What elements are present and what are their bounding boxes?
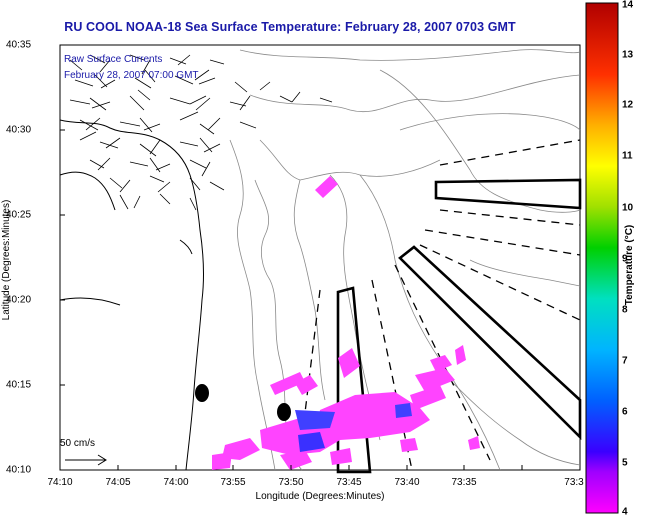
map-frame	[59, 44, 581, 471]
colorbar-tick-label: 13	[622, 49, 634, 61]
x-tick-label: 73:35	[451, 477, 477, 488]
colorbar	[585, 2, 619, 514]
annotation-line-1: Raw Surface Currents	[64, 54, 163, 65]
colorbar-tick-label: 10	[622, 202, 634, 214]
colorbar-tick-label: 5	[622, 457, 628, 469]
bathymetry-contours	[229, 49, 581, 471]
x-tick-label: 73:45	[336, 477, 362, 488]
colorbar-tick-label: 14	[622, 0, 634, 11]
x-tick-label: 73:55	[220, 477, 246, 488]
scale-label: 50 cm/s	[60, 438, 96, 449]
y-tick-label: 40:15	[6, 379, 32, 391]
x-axis-label: Longitude (Degrees:Minutes)	[255, 491, 385, 502]
colorbar-tick-label: 11	[622, 150, 633, 162]
x-tick-label: 74:00	[163, 477, 189, 488]
colorbar-tick-label: 6	[622, 406, 628, 418]
x-tick-label: 74:10	[47, 477, 73, 488]
y-tick-label: 40:10	[6, 464, 32, 476]
sst-pixels	[212, 176, 480, 470]
colorbar-tick-label: 4	[622, 506, 628, 518]
colorbar-label: Temperature (°C)	[624, 224, 635, 306]
y-axis-label: Latitude (Degrees:Minutes)	[1, 199, 12, 321]
coastline	[59, 119, 204, 471]
colorbar-tick-label: 9	[622, 253, 628, 265]
radar-site-marker	[277, 403, 291, 421]
x-tick-label: 73:3	[564, 477, 584, 488]
colorbar-tick-label: 12	[622, 99, 634, 111]
radar-site-marker	[195, 384, 209, 402]
y-tick-label: 40:35	[6, 39, 32, 51]
y-tick-label: 40:25	[6, 209, 32, 221]
y-tick-label: 40:30	[6, 124, 32, 136]
axis-tickmarks	[59, 44, 523, 471]
y-tick-label: 40:20	[6, 294, 32, 306]
colorbar-tick-label: 8	[622, 304, 628, 316]
map-title: RU COOL NOAA-18 Sea Surface Temperature:…	[64, 20, 516, 34]
annotation-line-2: February 28, 2007 07:00 GMT	[64, 70, 199, 81]
current-vectors	[69, 54, 333, 211]
x-tick-label: 74:05	[105, 477, 131, 488]
x-tick-label: 73:40	[394, 477, 420, 488]
scale-arrow	[65, 454, 107, 466]
colorbar-tick-label: 7	[622, 355, 628, 367]
x-tick-label: 73:50	[278, 477, 304, 488]
